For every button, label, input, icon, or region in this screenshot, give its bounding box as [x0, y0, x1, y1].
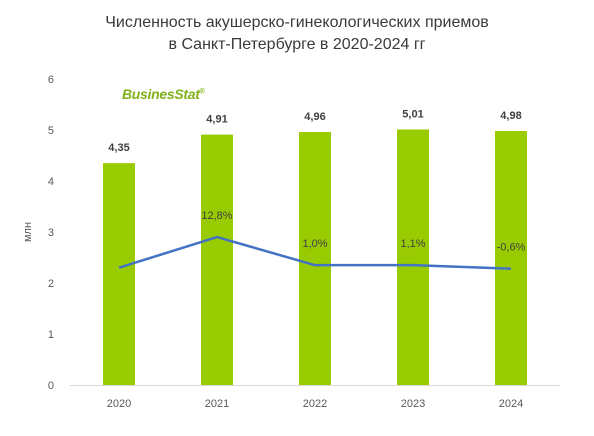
bar-2021 — [201, 134, 233, 385]
x-tick-label: 2020 — [107, 398, 131, 410]
bar-value-label: 4,91 — [206, 114, 227, 126]
logo-registered-mark: ® — [199, 88, 205, 96]
chart-title-line-1: Численность акушерско-гинекологических п… — [105, 14, 489, 31]
x-tick-label: 2023 — [401, 398, 425, 410]
growth-rate-label: -0,6% — [497, 242, 526, 254]
y-axis-label: млн — [22, 222, 34, 242]
x-tick-label: 2021 — [205, 398, 229, 410]
y-tick-label: 6 — [48, 74, 54, 86]
bar-2022 — [299, 132, 331, 385]
bar-value-label: 4,96 — [304, 111, 325, 123]
growth-rate-label: 1,1% — [400, 238, 425, 250]
x-tick-label: 2022 — [303, 398, 327, 410]
chart-title: Численность акушерско-гинекологических п… — [0, 12, 594, 56]
chart-title-line-2: в Санкт-Петербурге в 2020-2024 гг — [168, 36, 426, 53]
y-tick-label: 4 — [48, 176, 54, 188]
y-tick-label: 3 — [48, 227, 54, 239]
bar-value-label: 4,35 — [108, 142, 129, 154]
growth-rate-label: 1,0% — [302, 238, 327, 250]
y-tick-label: 5 — [48, 125, 54, 137]
bar-2024 — [495, 131, 527, 385]
growth-rate-line — [118, 235, 512, 270]
businesstat-logo: BusinesStat® — [122, 86, 205, 102]
logo-text: BusinesStat — [122, 86, 200, 102]
bar-2020 — [103, 163, 135, 385]
bar-value-label: 5,01 — [402, 108, 423, 120]
growth-rate-label: 12,8% — [201, 210, 232, 222]
bar-value-label: 4,98 — [500, 110, 521, 122]
y-tick-label: 0 — [48, 380, 54, 392]
bar-2023 — [397, 129, 429, 385]
y-tick-label: 1 — [48, 329, 54, 341]
x-tick-label: 2024 — [499, 398, 523, 410]
y-tick-label: 2 — [48, 278, 54, 290]
